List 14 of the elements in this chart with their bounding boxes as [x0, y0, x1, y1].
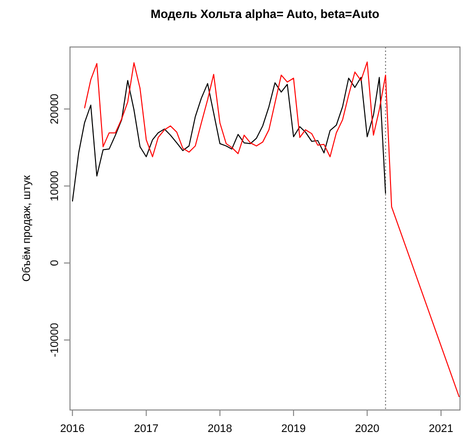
x-tick-label: 2021	[428, 423, 454, 435]
x-tick-label: 2020	[354, 423, 380, 435]
y-tick-label: 10000	[49, 170, 61, 202]
chart-title: Модель Хольта alpha= Auto, beta=Auto	[150, 7, 380, 21]
y-tick-label: 20000	[49, 94, 61, 124]
y-tick-label: -10000	[49, 322, 61, 358]
y-axis-title: Объём продаж, штук	[21, 175, 33, 282]
x-tick-label: 2017	[134, 423, 159, 435]
line-series	[72, 76, 386, 202]
x-tick-label: 2016	[60, 423, 85, 435]
line-series	[84, 62, 460, 398]
y-tick-label: 0	[49, 260, 61, 266]
x-tick-label: 2018	[208, 423, 232, 435]
x-tick-label: 2019	[281, 423, 306, 435]
